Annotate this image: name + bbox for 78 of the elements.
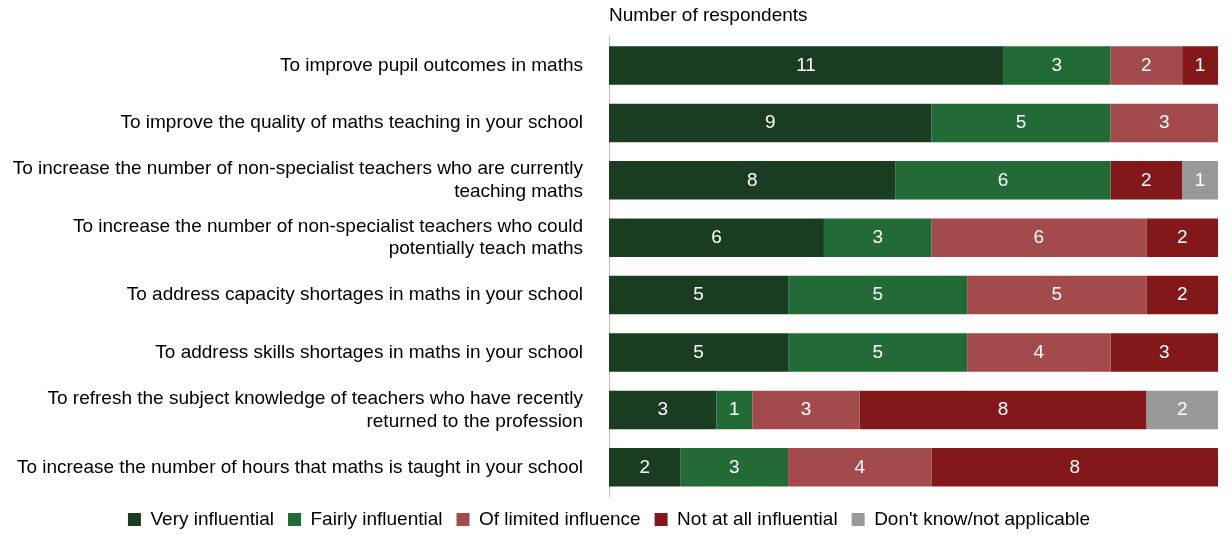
- data-label: 5: [1015, 111, 1027, 133]
- bar: [788, 333, 968, 372]
- data-label: 3: [800, 398, 812, 420]
- bar: [1146, 218, 1218, 257]
- bar: [609, 103, 932, 143]
- bar: [1110, 161, 1183, 200]
- bar: [1182, 46, 1218, 85]
- y-tick-label: To increase the number of non-specialist teachers who could potentially teach maths: [72, 214, 583, 259]
- bar: [1146, 390, 1218, 430]
- data-label: 8: [747, 168, 758, 190]
- data-label: 2: [639, 455, 651, 477]
- y-tick-label: To address capacity shortages in maths in your school: [126, 283, 583, 305]
- data-label: 2: [1176, 283, 1188, 305]
- bar: [609, 218, 824, 257]
- data-label: 1: [1194, 53, 1206, 75]
- bar: [752, 390, 860, 430]
- bar: [788, 275, 968, 315]
- data-label: 2: [1141, 53, 1152, 75]
- bar: [680, 448, 789, 487]
- bar: [1110, 103, 1218, 143]
- bar: [1182, 161, 1218, 200]
- data-label: 4: [854, 455, 866, 477]
- data-label: 6: [1033, 225, 1045, 247]
- bar: [788, 448, 932, 487]
- bar: [895, 161, 1111, 200]
- bar: [609, 161, 896, 200]
- data-label: 5: [872, 283, 883, 305]
- data-label: 5: [693, 340, 704, 362]
- data-label: 6: [997, 168, 1009, 190]
- data-label: 9: [764, 111, 776, 133]
- data-label: 3: [657, 398, 669, 420]
- y-tick-label: To increase the number of non-specialist teachers who are currently teaching maths: [12, 157, 584, 201]
- data-label: 3: [872, 225, 883, 247]
- bar: [716, 390, 753, 430]
- data-label: 4: [1033, 340, 1045, 362]
- data-label: 3: [1051, 53, 1063, 75]
- data-label: 6: [711, 225, 722, 247]
- data-label: 2: [1176, 225, 1188, 247]
- data-label: 2: [1176, 398, 1188, 420]
- legend-label: Don't know/not applicable: [874, 507, 1091, 529]
- bar: [609, 448, 681, 487]
- bar: [1110, 333, 1218, 372]
- bar: [1110, 46, 1183, 85]
- data-label: 3: [1158, 340, 1170, 362]
- data-label: 3: [1158, 111, 1170, 133]
- data-label: 2: [1141, 168, 1152, 190]
- bar: [967, 275, 1147, 315]
- bar: [609, 46, 1004, 85]
- bar: [931, 218, 1147, 257]
- legend-label: Not at all influential: [677, 507, 838, 529]
- bar: [609, 275, 789, 315]
- bar: [967, 333, 1111, 372]
- bar: [609, 390, 717, 430]
- x-axis-title: Number of respondents: [609, 3, 808, 25]
- data-label: 8: [997, 398, 1009, 420]
- legend-label: Very influential: [150, 507, 275, 529]
- y-tick-label: To increase the number of hours that maths is taught in your school: [16, 455, 583, 477]
- bar: [1003, 46, 1111, 85]
- data-label: 11: [796, 53, 816, 75]
- y-tick-label: To improve pupil outcomes in maths: [279, 53, 583, 75]
- legend-label: Of limited influence: [479, 507, 641, 529]
- data-label: 5: [872, 340, 883, 362]
- y-tick-label: To address skills shortages in maths in your school: [155, 340, 583, 362]
- bar: [859, 390, 1147, 430]
- bar: [609, 333, 789, 372]
- bar: [931, 103, 1111, 143]
- bar: [823, 218, 932, 257]
- y-tick-label: To improve the quality of maths teaching in your school: [120, 111, 583, 133]
- data-label: 5: [1051, 283, 1063, 305]
- data-label: 8: [1069, 455, 1080, 477]
- bar: [1146, 275, 1218, 315]
- legend-label: Fairly influential: [310, 507, 443, 529]
- data-label: 5: [693, 283, 704, 305]
- data-label: 1: [729, 398, 740, 420]
- y-tick-label: To refresh the subject knowledge of teachers who have recently returned to the profession: [47, 386, 584, 431]
- bar: [931, 448, 1218, 487]
- data-label: 1: [1194, 168, 1206, 190]
- data-label: 3: [729, 455, 740, 477]
